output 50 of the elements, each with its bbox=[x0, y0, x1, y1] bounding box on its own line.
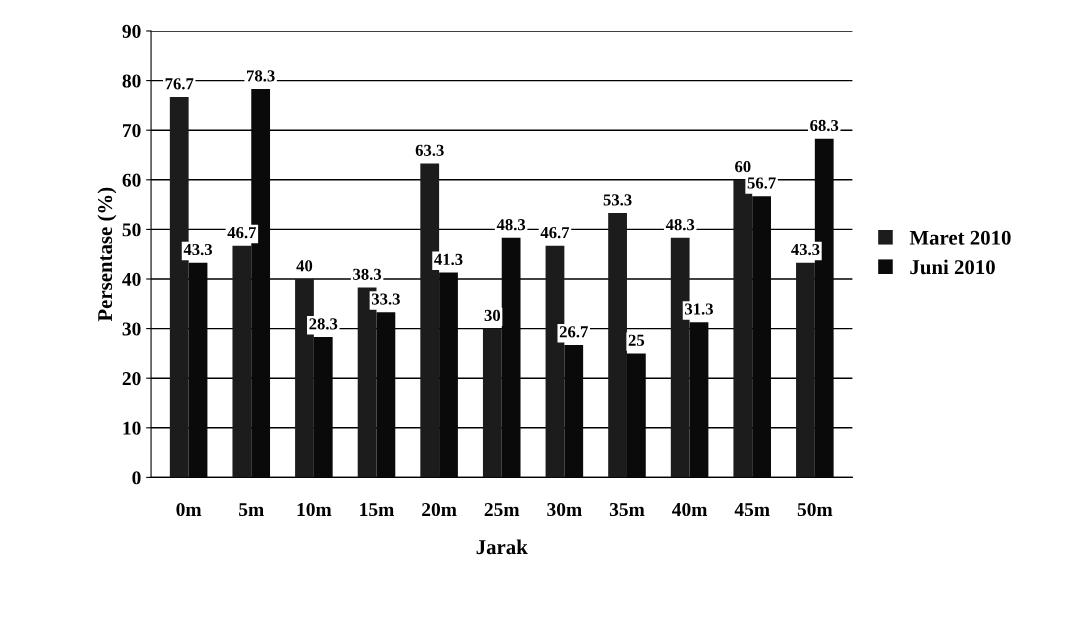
x-tick-label: 15m bbox=[360, 503, 394, 517]
data-label: 31.3 bbox=[685, 303, 713, 315]
data-label: 26.7 bbox=[559, 326, 588, 338]
data-label: 28.3 bbox=[309, 318, 338, 330]
x-tick-label: 50m bbox=[797, 502, 833, 517]
bar bbox=[482, 328, 502, 478]
y-tick-label: 30 bbox=[122, 322, 141, 336]
x-tick-label: 45m bbox=[734, 503, 770, 517]
y-tick-label: 90 bbox=[122, 24, 141, 38]
x-tick-label: 40m bbox=[672, 502, 708, 517]
data-label: 38.3 bbox=[353, 268, 382, 280]
data-label: 68.3 bbox=[810, 119, 839, 132]
data-label: 40 bbox=[296, 260, 313, 272]
y-tick-label: 80 bbox=[122, 74, 141, 88]
x-tick-label: 20m bbox=[422, 502, 457, 517]
x-tick-label: 25m bbox=[484, 503, 520, 517]
y-tick-label: 20 bbox=[122, 372, 141, 386]
data-label: 53.3 bbox=[603, 194, 632, 206]
data-label: 60 bbox=[735, 161, 751, 173]
y-tick-label: 10 bbox=[123, 421, 141, 435]
data-label: 33.3 bbox=[371, 293, 400, 305]
x-tick-label: 30m bbox=[547, 502, 582, 517]
y-axis-title: Persentase (%) bbox=[97, 187, 117, 322]
y-tick-label: 50 bbox=[122, 223, 141, 237]
data-label: 46.7 bbox=[227, 227, 257, 239]
data-label: 56.7 bbox=[747, 177, 776, 189]
x-tick-label: 10m bbox=[297, 502, 332, 517]
y-tick-label: 0 bbox=[132, 471, 141, 485]
x-tick-label: 35m bbox=[609, 503, 645, 517]
data-label: 46.7 bbox=[540, 227, 570, 239]
legend-label: Maret 2010 bbox=[909, 230, 1011, 245]
data-label: 48.3 bbox=[665, 219, 695, 231]
x-axis-title: Jarak bbox=[476, 539, 528, 555]
data-label: 43.3 bbox=[791, 243, 820, 256]
x-tick-label: 0m bbox=[176, 502, 202, 517]
legend-label: Juni 2010 bbox=[910, 259, 995, 275]
y-tick-label: 40 bbox=[122, 272, 141, 286]
data-label: 41.3 bbox=[434, 253, 463, 266]
y-tick-label: 70 bbox=[123, 124, 141, 138]
bar bbox=[608, 213, 627, 478]
data-label: 25 bbox=[628, 334, 645, 346]
bar bbox=[796, 262, 815, 478]
data-label: 78.3 bbox=[247, 70, 275, 82]
data-label: 43.3 bbox=[183, 243, 213, 256]
data-label: 76.7 bbox=[165, 78, 194, 90]
x-tick-label: 5m bbox=[239, 503, 264, 517]
data-label: 48.3 bbox=[496, 219, 526, 231]
data-label: 30 bbox=[484, 309, 501, 322]
data-label: 63.3 bbox=[415, 144, 444, 156]
y-tick-label: 60 bbox=[122, 173, 141, 187]
